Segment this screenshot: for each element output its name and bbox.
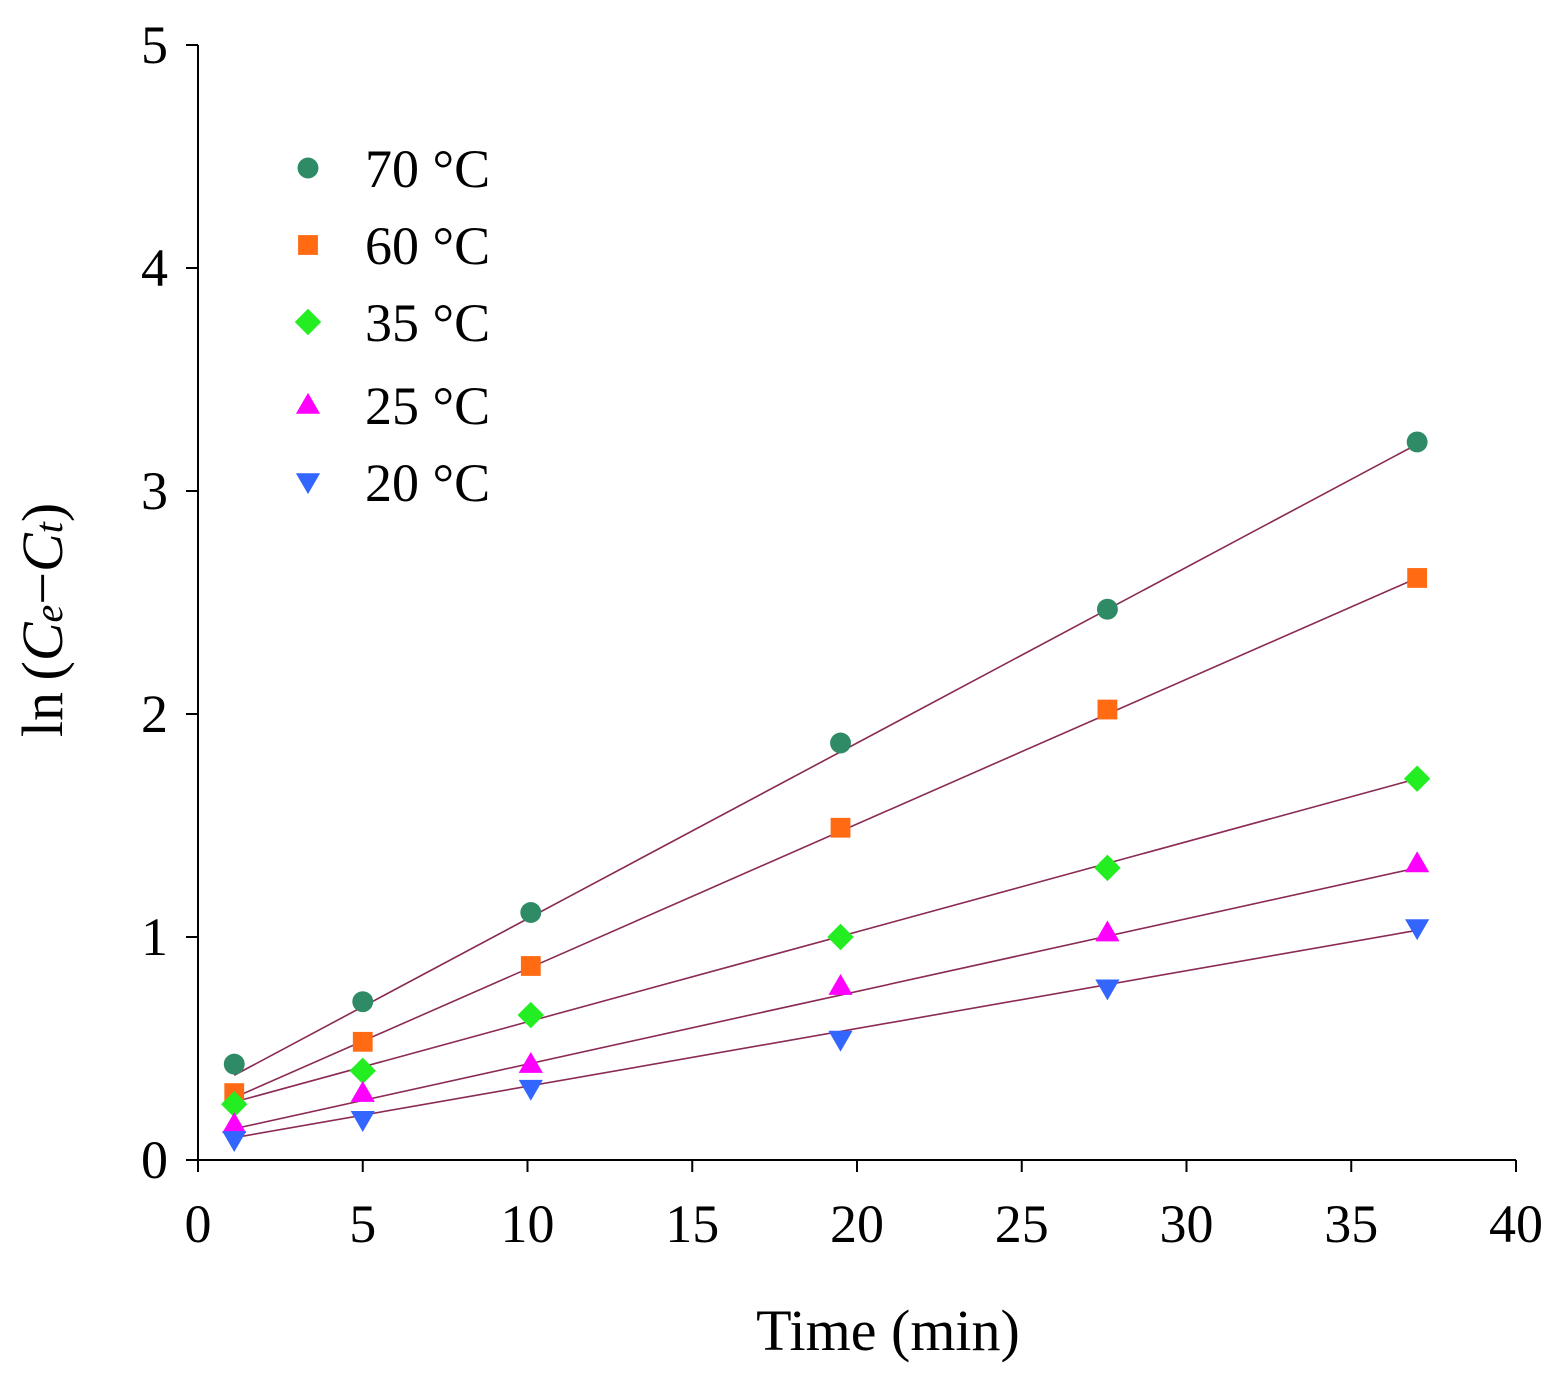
x-tick-label: 30 — [1160, 1194, 1214, 1254]
y-axis-title-suffix: ) — [10, 503, 75, 522]
legend: 70 °C 60 °C 35 °C 25 °C 20 °C — [294, 139, 490, 513]
legend-marker — [294, 308, 322, 336]
legend-label: 20 °C — [365, 453, 490, 513]
data-point — [1405, 851, 1430, 873]
data-point — [828, 973, 853, 995]
fit-line — [234, 777, 1418, 1103]
legend-label: 70 °C — [365, 139, 490, 199]
fit-line — [234, 867, 1418, 1130]
y-tick-label: 1 — [141, 907, 168, 967]
x-tick-label: 15 — [665, 1194, 719, 1254]
data-point — [1094, 854, 1121, 882]
fit-line — [234, 929, 1418, 1139]
legend-label: 35 °C — [365, 293, 490, 353]
data-point — [222, 1112, 247, 1134]
data-point — [1403, 765, 1431, 792]
y-tick-label: 2 — [141, 684, 168, 744]
data-point — [830, 817, 851, 838]
data-point — [1405, 919, 1430, 941]
y-axis-title-prefix: ln ( — [10, 661, 75, 737]
data-point — [223, 1053, 245, 1075]
data-point — [518, 1052, 543, 1073]
fit-lines — [233, 443, 1418, 1139]
axes: 0 5 10 15 20 25 30 35 40 0 1 2 3 4 5 — [141, 15, 1543, 1254]
y-axis-title: ln (Ce−Ct) — [10, 503, 75, 737]
y-tick-label: 3 — [141, 461, 168, 521]
data-point — [349, 1057, 376, 1084]
y-tick-label: 0 — [141, 1130, 168, 1190]
data-point — [518, 1079, 543, 1101]
data-point — [827, 923, 854, 951]
x-tick-label: 0 — [185, 1194, 212, 1254]
x-tick-label: 25 — [995, 1194, 1049, 1254]
y-axis-title-dash: − — [10, 572, 75, 605]
data-point — [1095, 920, 1120, 942]
data-point — [520, 902, 542, 923]
y-axis-title-e: e — [26, 605, 71, 623]
svg-text:ln (Ce−Ct): ln (Ce−Ct) — [10, 503, 75, 737]
data-point — [352, 991, 374, 1013]
x-axis-title: Time (min) — [756, 1298, 1020, 1363]
data-point — [830, 732, 851, 754]
y-tick-label: 4 — [141, 238, 168, 298]
x-tick-label: 40 — [1489, 1194, 1543, 1254]
x-tick-label: 20 — [830, 1194, 884, 1254]
x-tick-label: 5 — [349, 1194, 376, 1254]
y-axis-title-c1: C — [10, 621, 75, 661]
data-point — [1097, 699, 1118, 720]
legend-marker — [298, 235, 318, 255]
fit-line — [233, 443, 1418, 1076]
legend-marker — [295, 473, 321, 495]
legend-label: 25 °C — [365, 376, 490, 436]
data-point — [1406, 431, 1428, 453]
y-axis-title-t: t — [26, 521, 71, 533]
legend-label: 60 °C — [365, 216, 490, 276]
x-tick-label: 10 — [501, 1194, 555, 1254]
data-point — [221, 1091, 248, 1118]
data-point — [350, 1081, 375, 1102]
data-point — [1407, 568, 1428, 588]
data-point — [1095, 979, 1120, 1001]
data-point — [828, 1030, 853, 1052]
data-point — [352, 1031, 373, 1052]
y-tick-label: 5 — [141, 15, 168, 75]
x-tick-label: 35 — [1324, 1194, 1378, 1254]
y-axis-title-c2: C — [10, 532, 75, 572]
data-point — [520, 956, 541, 976]
data-point — [350, 1111, 375, 1132]
data-point — [1096, 598, 1118, 620]
legend-marker — [297, 157, 319, 179]
fit-line — [233, 577, 1418, 1099]
data-point — [517, 1001, 544, 1029]
data-points — [221, 431, 1431, 1153]
legend-marker — [295, 392, 321, 414]
data-point — [222, 1131, 247, 1153]
